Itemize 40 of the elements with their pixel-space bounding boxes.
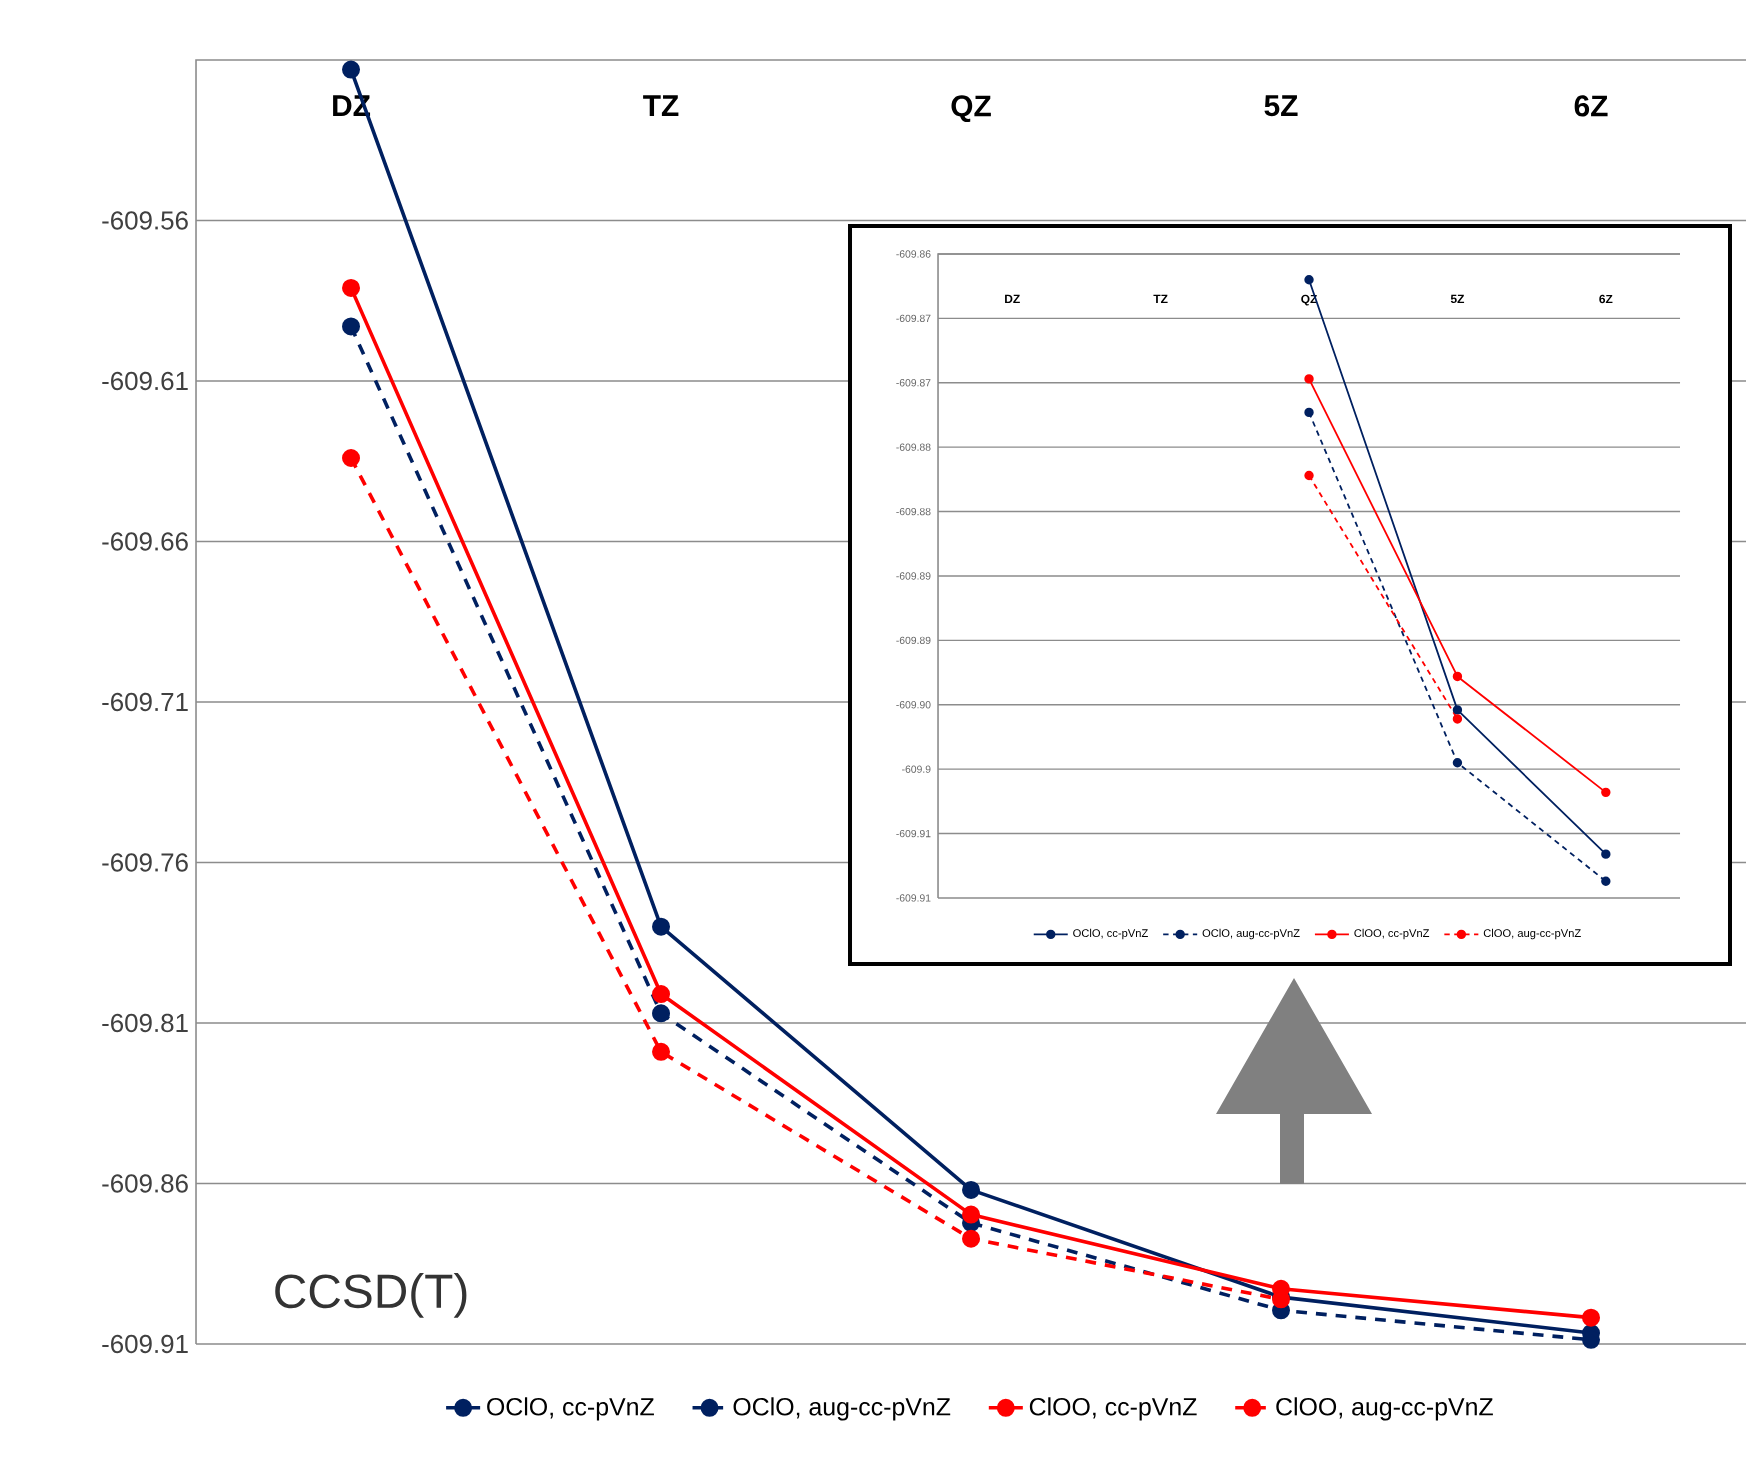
- y-tick-label: -609.61: [102, 371, 188, 391]
- point: [1304, 407, 1314, 418]
- point: [1582, 1308, 1601, 1327]
- legend-label: ClOO, aug-cc-pVnZ: [1276, 1397, 1493, 1421]
- point: [962, 1205, 981, 1224]
- y-tick-label: -609.66: [102, 532, 188, 551]
- point: [342, 278, 361, 297]
- y-tick-label: -609.56: [102, 211, 188, 230]
- point: [342, 60, 361, 79]
- y-tick-label: -609.81: [102, 1013, 188, 1033]
- x-tick-label: TZ: [643, 95, 679, 116]
- y-tick-label: -609.86: [102, 1174, 188, 1193]
- point: [1452, 705, 1463, 715]
- point: [1452, 758, 1463, 768]
- legend-label: OClO, aug-cc-pVnZ: [733, 1397, 951, 1421]
- point: [652, 985, 671, 1004]
- point: [652, 1042, 671, 1061]
- point: [1601, 849, 1611, 859]
- y-tick-label: -609.76: [102, 853, 188, 872]
- legend-label: ClOO, cc-pVnZ: [1029, 1397, 1197, 1421]
- annotation: CCSD(T): [275, 1273, 467, 1318]
- x-tick-label: 5Z: [1264, 95, 1298, 117]
- point: [1452, 714, 1463, 724]
- x-tick-label: 6Z: [1574, 95, 1608, 117]
- point: [652, 917, 671, 936]
- point: [342, 317, 361, 336]
- point: [1304, 470, 1314, 481]
- point: [1304, 374, 1314, 384]
- y-tick-label: -609.71: [102, 692, 188, 712]
- point: [1452, 671, 1463, 682]
- point: [1601, 876, 1611, 886]
- y-tick-label: -609.91: [102, 1334, 188, 1354]
- point: [1601, 787, 1611, 798]
- x-tick-label: QZ: [951, 95, 991, 123]
- point: [962, 1229, 981, 1248]
- point: [1304, 275, 1314, 285]
- point: [652, 1004, 671, 1023]
- point: [962, 1180, 981, 1199]
- legend-label: OClO, cc-pVnZ: [487, 1397, 654, 1421]
- point: [342, 449, 361, 468]
